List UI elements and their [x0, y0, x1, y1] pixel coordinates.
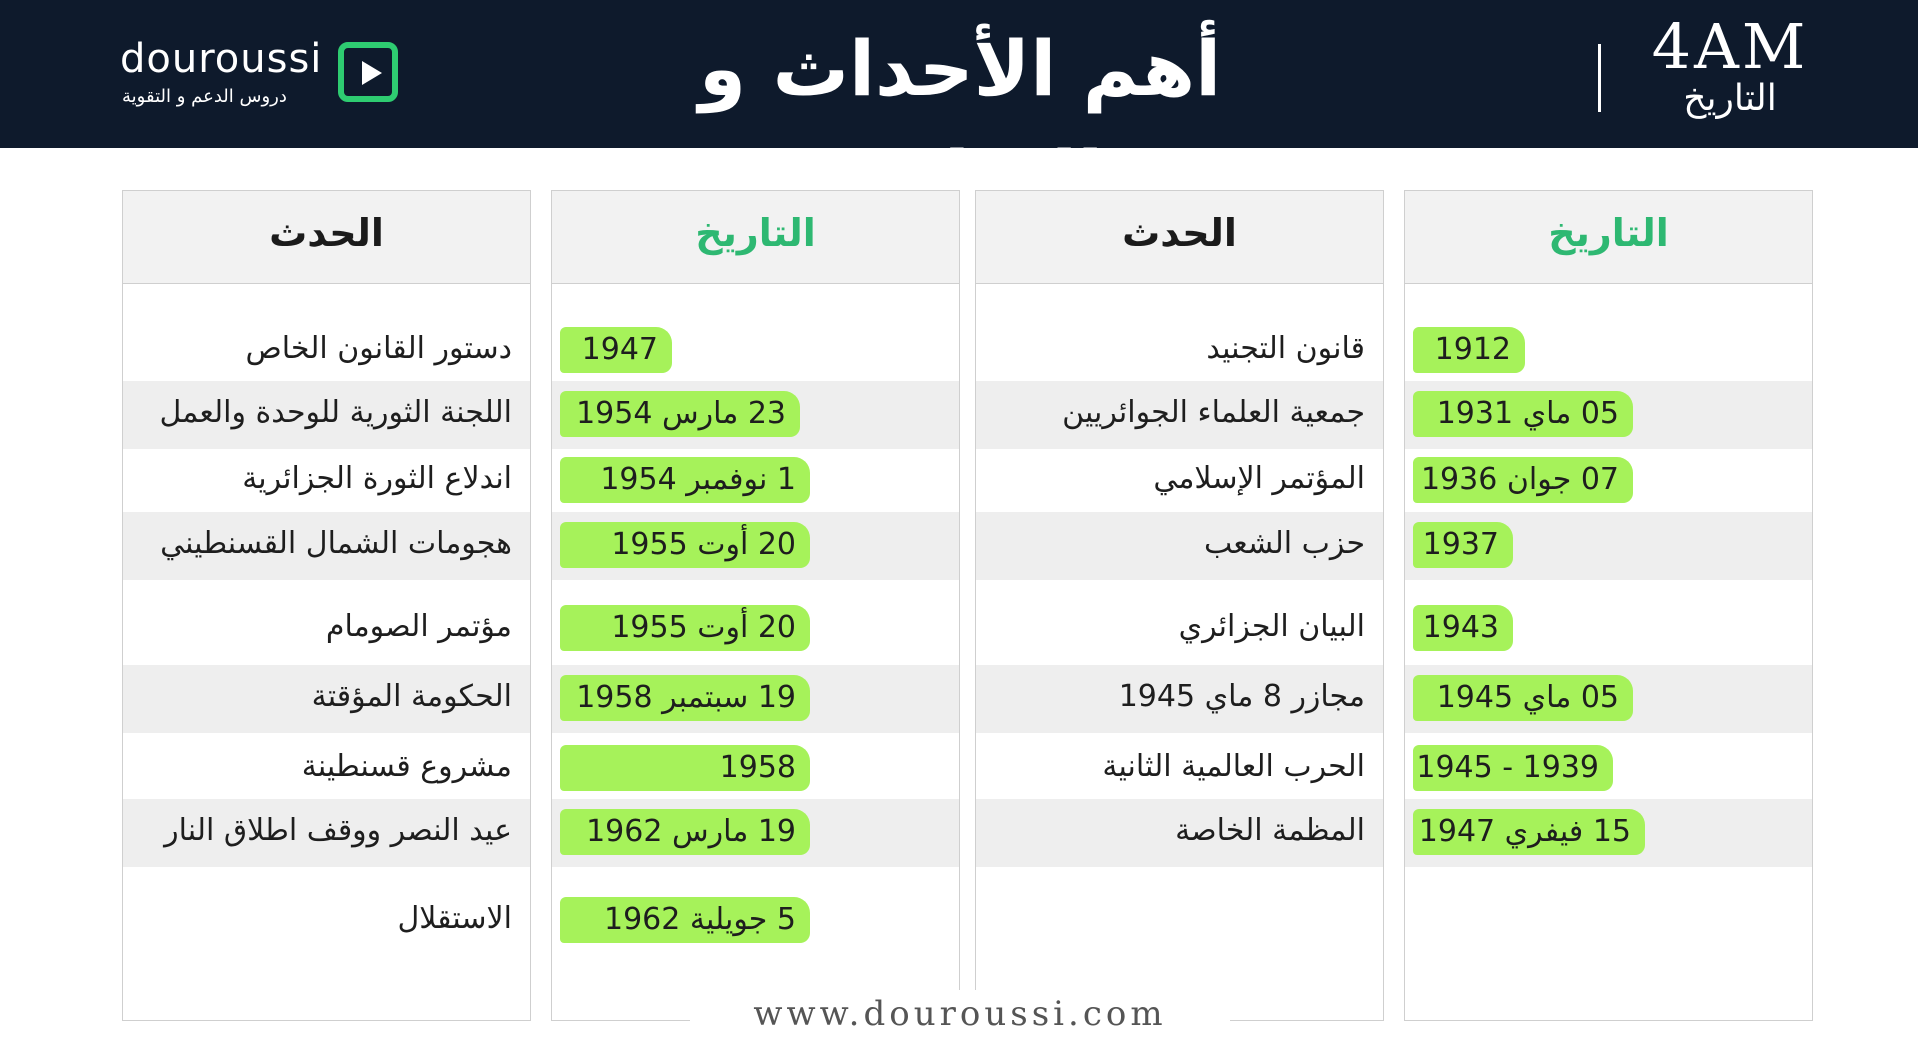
row-band [976, 381, 1383, 449]
row-band [976, 665, 1383, 733]
event-cell: اندلاع الثورة الجزائرية [242, 461, 512, 496]
event-cell: قانون التجنيد [1206, 331, 1365, 366]
date-highlight: 05 ماي 1945 [1413, 675, 1633, 721]
header-bar: douroussi دروس الدعم و التقوية أهم الأحد… [0, 0, 1918, 223]
brand-logo[interactable]: douroussi دروس الدعم و التقوية [120, 36, 420, 116]
event-cell: عيد النصر ووقف اطلاق النار [164, 813, 512, 848]
event-cell: البيان الجزائري [1178, 609, 1365, 644]
row-band [976, 799, 1383, 867]
row-band [123, 512, 530, 580]
right-event-header: الحدث [976, 191, 1383, 284]
left-event-header: الحدث [123, 191, 530, 284]
event-cell: الحكومة المؤقتة [311, 679, 512, 714]
row-band [123, 665, 530, 733]
event-cell: مؤتمر الصومام [325, 609, 512, 644]
date-highlight: 5 جويلية 1962 [560, 897, 810, 943]
row-band [123, 799, 530, 867]
date-highlight: 1912 [1413, 327, 1525, 373]
event-cell: هجومات الشمال القسنطيني [160, 526, 512, 561]
date-highlight: 1947 [560, 327, 672, 373]
event-cell: حزب الشعب [1203, 526, 1365, 561]
left-event-column: الحدث دستور القانون الخاص اللجنة الثورية … [122, 190, 531, 1021]
left-date-header: التاريخ [552, 191, 959, 284]
page-title: أهم الأحداث و التواريخ [698, 24, 1222, 223]
right-event-column: الحدث قانون التجنيد جمعية العلماء الجوائر… [975, 190, 1384, 1021]
subject-label: التاريخ [1683, 78, 1777, 119]
website-url[interactable]: www.douroussi.com [753, 994, 1167, 1034]
date-highlight: 19 سبتمبر 1958 [560, 675, 810, 721]
event-cell: الحرب العالمية الثانية [1102, 749, 1365, 784]
brand-tagline: دروس الدعم و التقوية [122, 86, 287, 107]
date-highlight: 07 جوان 1936 [1413, 457, 1633, 503]
event-cell: مجازر 8 ماي 1945 [1118, 679, 1365, 714]
right-date-column: التاريخ 1912 05 ماي 1931 07 جوان 1936 1937 1… [1404, 190, 1813, 1021]
date-highlight: 1939 - 1945 [1413, 745, 1613, 791]
date-highlight: 1958 [560, 745, 810, 791]
left-date-column: التاريخ 1947 23 مارس 1954 1 نوفمبر 1954 20 … [551, 190, 960, 1021]
row-band [123, 381, 530, 449]
header-divider [1598, 44, 1601, 112]
event-cell: المؤتمر الإسلامي [1153, 461, 1365, 496]
event-cell: مشروع قسنطينة [301, 749, 512, 784]
footer-mask [690, 990, 1230, 1050]
right-date-header: التاريخ [1405, 191, 1812, 284]
date-highlight: 15 فيفري 1947 [1413, 809, 1645, 855]
date-highlight: 20 أوت 1955 [560, 522, 810, 568]
event-cell: الاستقلال [397, 901, 512, 936]
play-icon [338, 42, 398, 102]
row-band [976, 512, 1383, 580]
level-code: 4AM [1651, 10, 1809, 83]
level-badge: 4AM التاريخ [1640, 14, 1820, 118]
date-highlight: 1943 [1413, 605, 1513, 651]
date-highlight: 1 نوفمبر 1954 [560, 457, 810, 503]
brand-name: douroussi [120, 36, 323, 82]
event-cell: دستور القانون الخاص [245, 331, 512, 366]
event-cell: جمعية العلماء الجوائريين [1062, 395, 1365, 430]
date-highlight: 1937 [1413, 522, 1513, 568]
date-highlight: 05 ماي 1931 [1413, 391, 1633, 437]
date-highlight: 23 مارس 1954 [560, 391, 800, 437]
event-cell: اللجنة الثورية للوحدة والعمل [159, 395, 512, 430]
date-highlight: 19 مارس 1962 [560, 809, 810, 855]
event-cell: المظمة الخاصة [1175, 813, 1365, 848]
date-highlight: 20 أوت 1955 [560, 605, 810, 651]
